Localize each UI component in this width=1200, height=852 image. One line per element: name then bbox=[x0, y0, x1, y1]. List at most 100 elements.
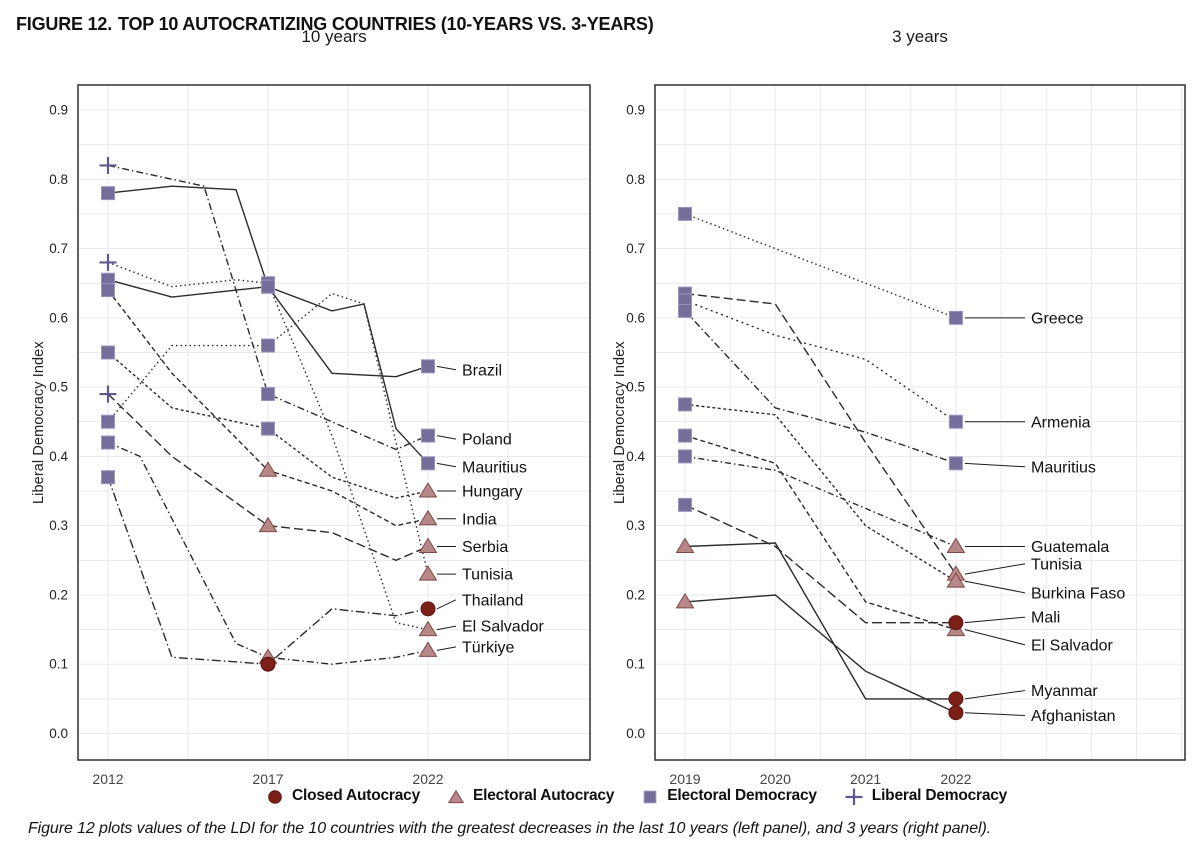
electoral-democracy-marker bbox=[421, 428, 435, 443]
label-leader-line bbox=[436, 365, 457, 371]
series-line-tunisia bbox=[684, 292, 957, 575]
electoral-democracy-marker bbox=[678, 428, 692, 443]
closed-autocracy-marker bbox=[268, 789, 282, 804]
y-tick-label: 0.1 bbox=[626, 657, 645, 672]
electoral-democracy-marker bbox=[678, 397, 692, 412]
electoral-democracy-marker bbox=[101, 470, 115, 485]
electoral-democracy-marker bbox=[101, 186, 115, 201]
electoral-autocracy-icon bbox=[447, 789, 465, 803]
series-line-serbia bbox=[107, 393, 429, 562]
series-line-mauritius bbox=[107, 279, 429, 464]
figure-title: FIGURE 12. TOP 10 AUTOCRATIZING COUNTRIES… bbox=[16, 14, 654, 35]
x-tick-label: 2021 bbox=[850, 771, 881, 787]
label-leader-line bbox=[436, 646, 457, 651]
electoral-autocracy-marker bbox=[418, 537, 438, 553]
series-line-el-salvador bbox=[684, 434, 957, 631]
country-label-brazil: Brazil bbox=[462, 362, 502, 379]
electoral-autocracy-marker bbox=[418, 641, 438, 657]
x-tick-label: 2019 bbox=[669, 771, 700, 787]
country-label-india: India bbox=[462, 511, 497, 528]
electoral-democracy-marker bbox=[101, 345, 115, 360]
electoral-autocracy-marker bbox=[258, 461, 278, 477]
country-label-türkiye: Türkiye bbox=[462, 639, 515, 656]
electoral-autocracy-marker bbox=[447, 789, 465, 803]
legend-item-liberal-democracy: Liberal Democracy bbox=[844, 787, 1007, 805]
electoral-democracy-marker bbox=[678, 449, 692, 464]
x-tick-label: 2020 bbox=[760, 771, 791, 787]
series-line-el-salvador bbox=[107, 261, 429, 631]
series-line-mali bbox=[684, 504, 956, 624]
y-tick-label: 0.0 bbox=[626, 726, 645, 741]
electoral-autocracy-marker bbox=[418, 565, 438, 581]
country-label-mali: Mali bbox=[1031, 610, 1060, 627]
series-line-guatemala bbox=[684, 455, 957, 548]
electoral-autocracy-marker bbox=[418, 482, 438, 498]
y-tick-label: 0.0 bbox=[49, 726, 68, 741]
legend-label: Electoral Autocracy bbox=[473, 787, 615, 804]
y-tick-label: 0.6 bbox=[49, 310, 68, 325]
y-tick-label: 0.1 bbox=[49, 657, 68, 672]
country-label-myanmar: Myanmar bbox=[1031, 683, 1098, 700]
country-label-tunisia: Tunisia bbox=[462, 567, 513, 584]
label-leader-line bbox=[964, 712, 1026, 717]
electoral-democracy-marker bbox=[421, 456, 435, 471]
closed-autocracy-marker bbox=[420, 601, 436, 617]
legend: Closed Autocracy Electoral Autocracy Ele… bbox=[266, 787, 1007, 805]
series-line-thailand bbox=[107, 476, 429, 665]
y-tick-label: 0.5 bbox=[626, 380, 645, 395]
panel-title-3-years: 3 years bbox=[892, 27, 948, 46]
y-tick-label: 0.4 bbox=[626, 449, 645, 464]
electoral-democracy-marker bbox=[101, 435, 115, 450]
series-line-tunisia bbox=[107, 292, 429, 575]
country-label-tunisia: Tunisia bbox=[1031, 556, 1082, 573]
series-line-india bbox=[107, 289, 429, 527]
country-label-serbia: Serbia bbox=[462, 539, 508, 556]
electoral-democracy-marker bbox=[948, 456, 963, 471]
plot-border bbox=[77, 84, 591, 761]
closed-autocracy-icon bbox=[268, 789, 282, 804]
electoral-democracy-marker bbox=[678, 206, 692, 221]
y-tick-label: 0.3 bbox=[626, 518, 645, 533]
electoral-democracy-marker bbox=[261, 279, 275, 294]
series-line-mauritius bbox=[684, 310, 957, 464]
country-label-mauritius: Mauritius bbox=[1031, 459, 1096, 476]
electoral-autocracy-marker bbox=[418, 620, 438, 637]
closed-autocracy-marker bbox=[260, 656, 276, 672]
electoral-democracy-marker bbox=[261, 387, 275, 402]
series-line-afghanistan bbox=[684, 594, 957, 714]
chart-panel-3-years: Greece Tunisia Armenia Mauritius Burkina Fas… bbox=[626, 84, 1186, 787]
closed-autocracy-marker bbox=[948, 705, 964, 721]
label-leader-line bbox=[436, 435, 457, 440]
label-leader-line bbox=[436, 625, 457, 631]
electoral-democracy-marker bbox=[948, 414, 963, 429]
country-label-el-salvador: El Salvador bbox=[462, 619, 544, 636]
electoral-autocracy-marker bbox=[675, 592, 695, 609]
y-tick-label: 0.2 bbox=[626, 587, 645, 602]
electoral-autocracy-marker bbox=[675, 537, 695, 553]
chart-panel-10-years: Poland Brazil El Salvador Mauritius India Hun… bbox=[49, 84, 591, 787]
country-label-thailand: Thailand bbox=[462, 592, 523, 609]
series-line-burkina-faso bbox=[684, 403, 957, 582]
country-label-mauritius: Mauritius bbox=[462, 459, 527, 476]
electoral-democracy-marker bbox=[101, 283, 115, 298]
electoral-democracy-marker bbox=[678, 497, 692, 512]
y-tick-label: 0.9 bbox=[626, 103, 645, 118]
label-leader-line bbox=[964, 580, 1026, 594]
electoral-autocracy-marker bbox=[946, 572, 966, 588]
country-label-afghanistan: Afghanistan bbox=[1031, 708, 1116, 725]
x-tick-label: 2012 bbox=[92, 771, 123, 787]
electoral-autocracy-marker bbox=[946, 537, 966, 553]
country-label-el-salvador: El Salvador bbox=[1031, 637, 1113, 654]
electoral-democracy-marker bbox=[678, 303, 692, 318]
label-leader-line bbox=[964, 563, 1026, 575]
legend-item-electoral-autocracy: Electoral Autocracy bbox=[447, 787, 614, 805]
y-tick-label: 0.8 bbox=[626, 172, 645, 187]
x-tick-label: 2017 bbox=[252, 771, 283, 787]
country-label-greece: Greece bbox=[1031, 310, 1084, 327]
panel-title-10-years: 10 years bbox=[301, 27, 367, 46]
series-line-armenia bbox=[684, 299, 957, 423]
plot-border bbox=[654, 84, 1186, 761]
electoral-democracy-marker bbox=[948, 310, 963, 325]
y-tick-label: 0.6 bbox=[626, 310, 645, 325]
series-line-poland bbox=[107, 164, 429, 451]
